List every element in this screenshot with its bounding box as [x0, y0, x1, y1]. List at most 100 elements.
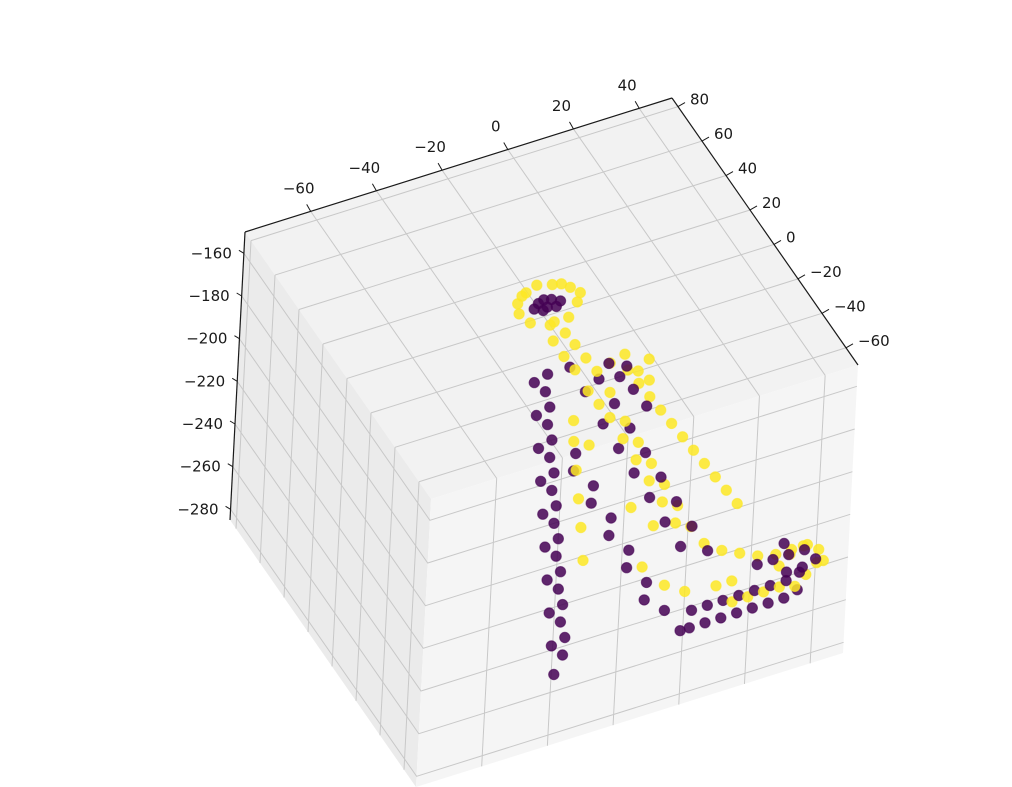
point-class-1 — [619, 415, 631, 427]
point-class-1 — [559, 327, 571, 339]
pane-right — [416, 365, 858, 787]
grid-line-y — [346, 243, 775, 379]
grid-line-z — [230, 509, 844, 777]
grid-line-y-side — [283, 309, 300, 598]
grid-line-y-side — [355, 412, 372, 701]
point-class-1 — [568, 435, 580, 448]
point-class-0 — [548, 668, 560, 681]
point-class-0 — [762, 597, 774, 609]
point-class-1 — [567, 414, 580, 427]
grid-line-y-side — [403, 481, 420, 770]
point-class-1 — [632, 436, 644, 448]
point-class-0 — [699, 617, 711, 629]
x-tick-label: 40 — [618, 76, 637, 94]
point-class-1 — [572, 493, 585, 505]
grid-line-y-side — [379, 447, 396, 736]
point-class-1 — [558, 350, 570, 363]
point-class-1 — [591, 365, 603, 377]
x-tick-label: 0 — [491, 118, 501, 136]
y-tick-mark — [677, 102, 686, 108]
point-class-0 — [670, 496, 683, 508]
point-class-1 — [655, 404, 667, 416]
point-class-1 — [577, 554, 589, 567]
point-class-1 — [813, 543, 825, 556]
point-class-0 — [546, 434, 558, 446]
point-class-1 — [574, 286, 586, 299]
point-class-1 — [582, 385, 594, 397]
point-class-1 — [710, 580, 722, 592]
z-tick-label: −260 — [180, 458, 221, 476]
point-class-0 — [751, 558, 763, 571]
point-class-0 — [683, 622, 695, 634]
point-class-0 — [559, 631, 571, 644]
point-class-1 — [643, 475, 655, 487]
point-class-0 — [550, 550, 562, 562]
point-class-1 — [547, 335, 559, 347]
y-tick-mark — [845, 343, 854, 349]
point-class-0 — [628, 467, 640, 479]
y-tick-mark — [797, 274, 806, 280]
z-tick-mark — [231, 377, 238, 382]
point-class-0 — [541, 418, 554, 431]
point-class-1 — [570, 464, 582, 476]
y-tick-label: 0 — [786, 228, 796, 246]
point-class-0 — [556, 598, 569, 611]
point-class-1 — [569, 338, 581, 351]
point-class-1 — [544, 319, 556, 331]
y-tick-label: 60 — [714, 125, 733, 143]
point-class-0 — [530, 409, 543, 422]
point-class-0 — [639, 446, 652, 459]
pane-left — [230, 232, 431, 787]
grid-line-x — [507, 149, 695, 417]
point-class-0 — [548, 517, 560, 529]
point-class-1 — [580, 352, 592, 364]
z-tick-mark — [234, 335, 240, 340]
point-class-1 — [669, 517, 682, 529]
point-class-1 — [513, 308, 525, 320]
point-class-0 — [627, 383, 640, 395]
point-class-1 — [555, 278, 568, 290]
z-tick-mark — [238, 249, 245, 254]
x-tick-mark — [437, 162, 443, 171]
point-class-0 — [543, 607, 555, 619]
point-class-1 — [709, 471, 721, 483]
x-axis-line — [244, 97, 673, 233]
point-class-1 — [676, 431, 689, 443]
point-class-0 — [701, 545, 714, 557]
y-tick-mark — [725, 171, 734, 176]
x-tick-mark — [569, 121, 574, 130]
point-class-1 — [593, 398, 605, 410]
point-class-0 — [780, 566, 793, 578]
point-class-1 — [734, 547, 746, 559]
point-class-1 — [563, 311, 575, 323]
point-class-0 — [603, 357, 615, 370]
point-class-1 — [789, 580, 801, 592]
point-class-0 — [659, 516, 671, 528]
point-class-0 — [585, 497, 597, 509]
grid-line-x-front — [612, 437, 629, 726]
y-tick-mark — [773, 239, 782, 245]
point-class-1 — [716, 544, 728, 557]
grid-line-x — [638, 108, 826, 376]
point-class-0 — [798, 544, 811, 556]
point-class-0 — [544, 401, 556, 413]
point-class-0 — [535, 475, 547, 487]
point-class-0 — [746, 602, 758, 614]
point-class-0 — [552, 583, 564, 595]
point-class-0 — [621, 360, 633, 372]
point-class-0 — [546, 484, 558, 497]
y-axis-line — [671, 97, 859, 366]
point-class-0 — [655, 471, 667, 483]
grid-line-y-side — [235, 240, 252, 529]
grid-line-y — [250, 106, 679, 242]
x-tick-mark — [306, 204, 312, 212]
x-tick-label: −40 — [349, 159, 381, 177]
x-tick-mark — [503, 142, 509, 150]
point-class-0 — [685, 604, 698, 616]
point-class-1 — [679, 585, 691, 598]
point-class-0 — [541, 574, 553, 586]
point-class-1 — [731, 497, 743, 510]
y-tick-label: 80 — [690, 91, 709, 109]
point-class-0 — [539, 541, 551, 553]
